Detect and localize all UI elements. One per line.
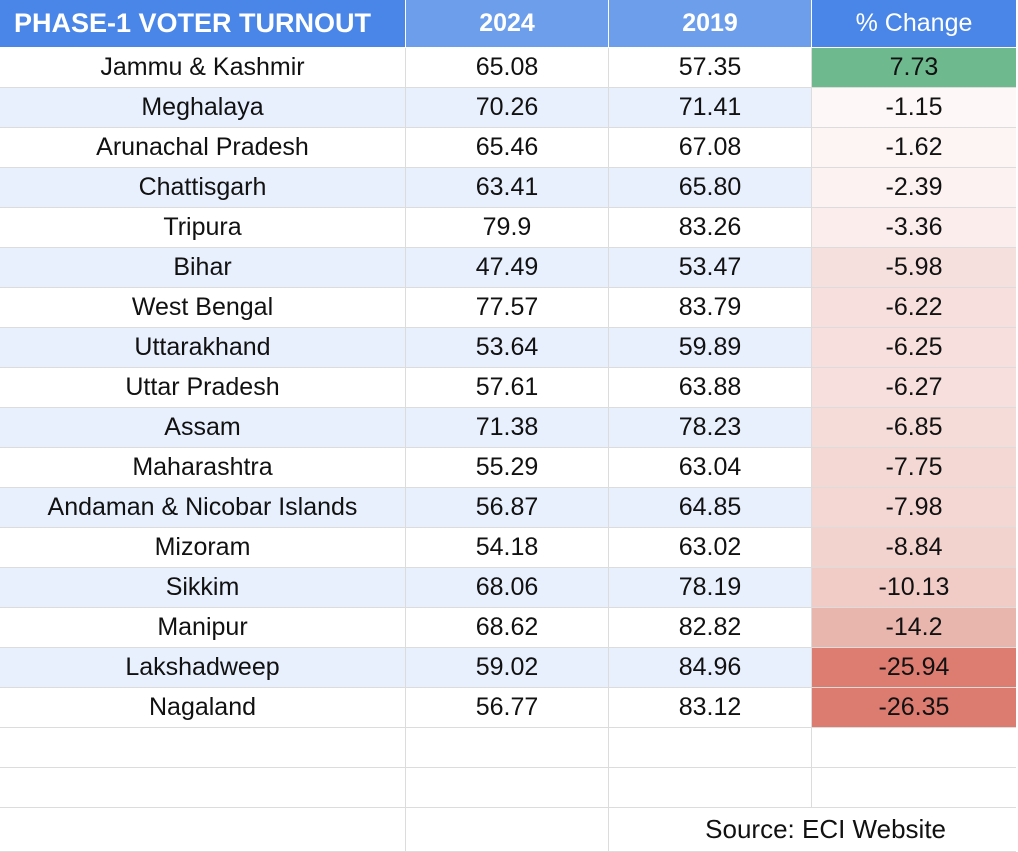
turnout-2019-cell[interactable]: 78.23 — [609, 408, 812, 448]
change-cell[interactable]: -10.13 — [812, 568, 1016, 608]
turnout-2019-cell[interactable]: 82.82 — [609, 608, 812, 648]
state-cell[interactable]: Mizoram — [0, 528, 406, 568]
state-cell[interactable]: Jammu & Kashmir — [0, 48, 406, 88]
turnout-2024-cell[interactable]: 56.87 — [406, 488, 609, 528]
turnout-2024-cell[interactable]: 70.26 — [406, 88, 609, 128]
change-cell[interactable]: -6.85 — [812, 408, 1016, 448]
turnout-2019-cell[interactable]: 65.80 — [609, 168, 812, 208]
turnout-2019-cell[interactable]: 78.19 — [609, 568, 812, 608]
header-change-cell[interactable]: % Change — [812, 0, 1016, 48]
empty-cell[interactable] — [406, 768, 609, 808]
state-cell[interactable]: West Bengal — [0, 288, 406, 328]
turnout-2024-cell[interactable]: 77.57 — [406, 288, 609, 328]
change-cell[interactable]: -2.39 — [812, 168, 1016, 208]
turnout-2024-cell[interactable]: 53.64 — [406, 328, 609, 368]
turnout-2024-cell[interactable]: 47.49 — [406, 248, 609, 288]
change-cell[interactable]: -5.98 — [812, 248, 1016, 288]
empty-cell[interactable] — [812, 768, 1016, 808]
turnout-2019-cell[interactable]: 83.12 — [609, 688, 812, 728]
turnout-2019-cell[interactable]: 59.89 — [609, 328, 812, 368]
state-cell[interactable]: Bihar — [0, 248, 406, 288]
state-cell[interactable]: Andaman & Nicobar Islands — [0, 488, 406, 528]
empty-cell[interactable] — [406, 808, 609, 852]
change-cell[interactable]: -26.35 — [812, 688, 1016, 728]
empty-cell[interactable] — [812, 728, 1016, 768]
state-cell[interactable]: Uttar Pradesh — [0, 368, 406, 408]
turnout-2019-cell[interactable]: 83.26 — [609, 208, 812, 248]
state-cell[interactable]: Uttarakhand — [0, 328, 406, 368]
change-cell[interactable]: -7.98 — [812, 488, 1016, 528]
state-cell[interactable]: Chattisgarh — [0, 168, 406, 208]
empty-cell[interactable] — [609, 768, 812, 808]
header-2024-cell[interactable]: 2024 — [406, 0, 609, 48]
change-cell[interactable]: -7.75 — [812, 448, 1016, 488]
turnout-2024-cell[interactable]: 59.02 — [406, 648, 609, 688]
turnout-2024-cell[interactable]: 65.46 — [406, 128, 609, 168]
change-cell[interactable]: -6.22 — [812, 288, 1016, 328]
state-cell[interactable]: Assam — [0, 408, 406, 448]
turnout-2019-cell[interactable]: 63.88 — [609, 368, 812, 408]
turnout-2024-cell[interactable]: 71.38 — [406, 408, 609, 448]
turnout-2019-cell[interactable]: 57.35 — [609, 48, 812, 88]
turnout-2024-cell[interactable]: 68.06 — [406, 568, 609, 608]
state-cell[interactable]: Sikkim — [0, 568, 406, 608]
state-cell[interactable]: Meghalaya — [0, 88, 406, 128]
state-cell[interactable]: Nagaland — [0, 688, 406, 728]
change-cell[interactable]: -14.2 — [812, 608, 1016, 648]
state-cell[interactable]: Arunachal Pradesh — [0, 128, 406, 168]
turnout-2024-cell[interactable]: 79.9 — [406, 208, 609, 248]
header-2019-cell[interactable]: 2019 — [609, 0, 812, 48]
empty-cell[interactable] — [0, 768, 406, 808]
change-cell[interactable]: -6.25 — [812, 328, 1016, 368]
state-cell[interactable]: Maharashtra — [0, 448, 406, 488]
state-cell[interactable]: Lakshadweep — [0, 648, 406, 688]
change-cell[interactable]: -1.62 — [812, 128, 1016, 168]
turnout-2024-cell[interactable]: 68.62 — [406, 608, 609, 648]
turnout-2019-cell[interactable]: 63.04 — [609, 448, 812, 488]
empty-cell[interactable] — [0, 808, 406, 852]
turnout-2024-cell[interactable]: 55.29 — [406, 448, 609, 488]
state-cell[interactable]: Tripura — [0, 208, 406, 248]
empty-cell[interactable] — [406, 728, 609, 768]
change-cell[interactable]: -1.15 — [812, 88, 1016, 128]
turnout-2024-cell[interactable]: 63.41 — [406, 168, 609, 208]
turnout-2019-cell[interactable]: 84.96 — [609, 648, 812, 688]
turnout-2019-cell[interactable]: 64.85 — [609, 488, 812, 528]
turnout-2019-cell[interactable]: 71.41 — [609, 88, 812, 128]
change-cell[interactable]: -3.36 — [812, 208, 1016, 248]
turnout-2019-cell[interactable]: 83.79 — [609, 288, 812, 328]
empty-cell[interactable] — [0, 728, 406, 768]
turnout-2024-cell[interactable]: 57.61 — [406, 368, 609, 408]
turnout-2019-cell[interactable]: 53.47 — [609, 248, 812, 288]
change-cell[interactable]: 7.73 — [812, 48, 1016, 88]
change-cell[interactable]: -6.27 — [812, 368, 1016, 408]
change-cell[interactable]: -25.94 — [812, 648, 1016, 688]
state-cell[interactable]: Manipur — [0, 608, 406, 648]
turnout-2024-cell[interactable]: 54.18 — [406, 528, 609, 568]
turnout-2024-cell[interactable]: 65.08 — [406, 48, 609, 88]
turnout-2019-cell[interactable]: 67.08 — [609, 128, 812, 168]
change-cell[interactable]: -8.84 — [812, 528, 1016, 568]
empty-cell[interactable] — [609, 728, 812, 768]
turnout-2019-cell[interactable]: 63.02 — [609, 528, 812, 568]
source-note: Source: ECI Website — [609, 808, 1016, 852]
header-title-cell[interactable]: PHASE-1 VOTER TURNOUT — [0, 0, 406, 48]
turnout-2024-cell[interactable]: 56.77 — [406, 688, 609, 728]
